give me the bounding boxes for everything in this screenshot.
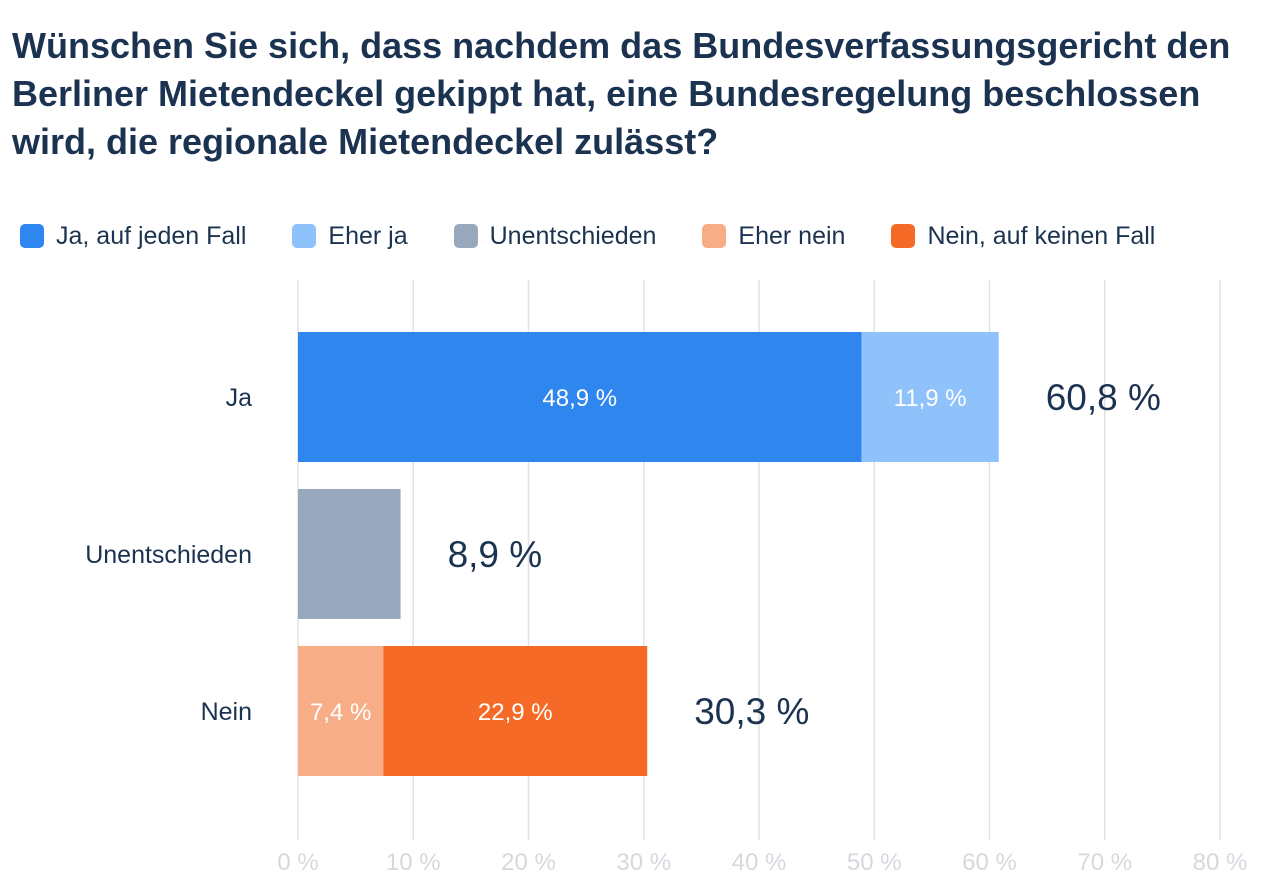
bar-segment [383,646,648,776]
total-value-label: 60,8 % [1046,377,1161,418]
x-tick-label: 40 % [732,849,787,876]
total-value-label: 8,9 % [448,534,543,575]
legend-swatch [453,224,478,248]
legend-item-unentschieden: Unentschieden [453,221,657,251]
legend-label: Ja, auf jeden Fall [56,221,247,250]
chart-title: Wünschen Sie sich, dass nachdem das Bund… [12,25,1231,162]
legend-item-eher-nein: Eher nein [702,222,845,251]
bar-segment [298,646,384,776]
legend-label: Unentschieden [489,221,657,250]
x-tick-label: 60 % [962,849,1017,876]
category-label: Ja [226,384,253,412]
x-tick-label: 70 % [1077,849,1132,876]
x-tick-label: 30 % [616,849,671,876]
bar-segment [298,332,862,462]
legend-swatch [20,224,44,248]
legend-item-ja-auf-jeden-fall: Ja, auf jeden Fall [20,222,246,251]
legend-label: Eher ja [328,221,408,250]
segment-value-label: 11,9 % [894,385,967,412]
legend-swatch [891,224,916,248]
bar-segment [861,332,999,462]
segment-value-label: 22,9 % [478,699,553,726]
legend-item-nein-auf-keinen-fall: Nein, auf keinen Fall [891,222,1155,251]
legend-item-eher-ja: Eher ja [292,221,408,251]
legend-label: Eher nein [738,221,846,250]
category-label: Unentschieden [85,541,252,569]
x-tick-label: 10 % [386,849,441,876]
bar-segment [298,489,401,619]
category-label: Nein [201,698,252,726]
x-tick-label: 50 % [847,849,902,876]
total-value-label: 30,3 % [694,691,809,732]
legend-swatch [292,224,317,248]
x-tick-label: 80 % [1193,849,1248,876]
legend-swatch [702,224,727,248]
x-tick-label: 20 % [501,849,556,876]
x-tick-label: 0 % [277,849,318,876]
legend-label: Nein, auf keinen Fall [927,221,1156,250]
legend: Ja, auf jeden Fall Eher ja Unentschieden… [20,216,1201,256]
segment-value-label: 48,9 % [542,385,617,412]
segment-value-label: 7,4 % [310,699,371,726]
